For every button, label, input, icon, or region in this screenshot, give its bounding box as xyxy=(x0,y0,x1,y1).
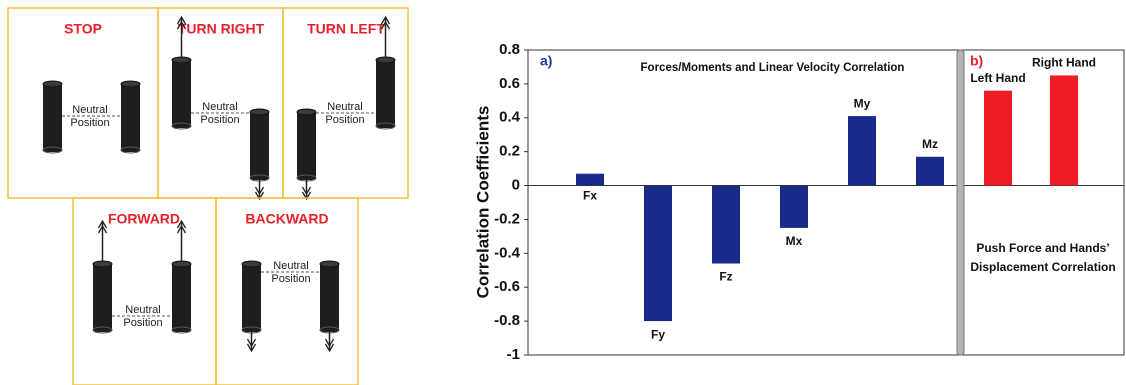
handle-top xyxy=(242,261,261,267)
annotation: Displacement Correlation xyxy=(970,260,1115,274)
handle-top xyxy=(297,109,316,115)
panel-title: TURN RIGHT xyxy=(178,21,265,37)
annotation: Push Force and Hands’ xyxy=(976,241,1109,255)
handle xyxy=(250,110,269,180)
plot-frame xyxy=(528,50,1124,355)
bar xyxy=(644,186,672,322)
neutral-label: Position xyxy=(325,114,364,126)
handle-top xyxy=(43,81,62,87)
bar xyxy=(712,186,740,264)
neutral-label: Position xyxy=(123,317,162,329)
panel-title: TURN LEFT xyxy=(307,21,385,37)
handle xyxy=(172,58,191,128)
y-axis-label: Correlation Coefficients xyxy=(473,106,492,299)
neutral-label: Neutral xyxy=(202,101,237,113)
handle-top xyxy=(250,109,269,115)
panel-label: a) xyxy=(540,53,552,69)
bar xyxy=(1050,75,1078,185)
y-tick-label: 0.2 xyxy=(499,143,520,160)
handle-top xyxy=(320,261,339,267)
neutral-label: Neutral xyxy=(72,104,107,116)
category-label: My xyxy=(854,96,871,110)
neutral-label: Position xyxy=(271,273,310,285)
neutral-label: Neutral xyxy=(273,260,308,272)
figure: STOPNeutralPositionTURN RIGHTNeutralPosi… xyxy=(0,0,1126,385)
handle xyxy=(320,262,339,332)
panel-label: b) xyxy=(970,53,983,69)
y-tick-label: -0.8 xyxy=(494,312,520,329)
bar xyxy=(984,91,1012,186)
handle xyxy=(93,262,112,332)
y-tick-label: -0.4 xyxy=(494,244,521,261)
y-tick-label: 0.6 xyxy=(499,75,520,92)
category-label: Fx xyxy=(583,189,597,203)
handle-top xyxy=(121,81,140,87)
category-label: Left Hand xyxy=(970,71,1025,85)
category-label: Mx xyxy=(786,234,803,248)
panel-divider xyxy=(957,50,964,355)
panel-title: FORWARD xyxy=(108,211,180,227)
y-tick-label: -1 xyxy=(507,346,520,363)
handle xyxy=(172,262,191,332)
y-tick-label: -0.2 xyxy=(494,210,520,227)
y-tick-label: -0.6 xyxy=(494,278,520,295)
bar xyxy=(916,157,944,186)
y-tick-label: 0.8 xyxy=(499,41,520,58)
y-tick-label: 0.4 xyxy=(499,109,521,126)
neutral-label: Neutral xyxy=(327,101,362,113)
bar xyxy=(848,116,876,185)
handle xyxy=(121,82,140,152)
panel-title: STOP xyxy=(64,21,102,37)
bar xyxy=(576,174,604,186)
handle xyxy=(43,82,62,152)
bar xyxy=(780,186,808,228)
panel-title: BACKWARD xyxy=(245,211,328,227)
handle xyxy=(376,58,395,128)
category-label: Fz xyxy=(719,270,732,284)
handle xyxy=(297,110,316,180)
category-label: Fy xyxy=(651,327,665,341)
category-label: Mz xyxy=(922,137,938,151)
y-tick-label: 0 xyxy=(512,177,520,194)
panel-title: Forces/Moments and Linear Velocity Corre… xyxy=(641,62,905,74)
neutral-label: Position xyxy=(200,114,239,126)
category-label: Right Hand xyxy=(1032,56,1096,70)
neutral-label: Neutral xyxy=(125,304,160,316)
handle xyxy=(242,262,261,332)
neutral-label: Position xyxy=(70,117,109,129)
